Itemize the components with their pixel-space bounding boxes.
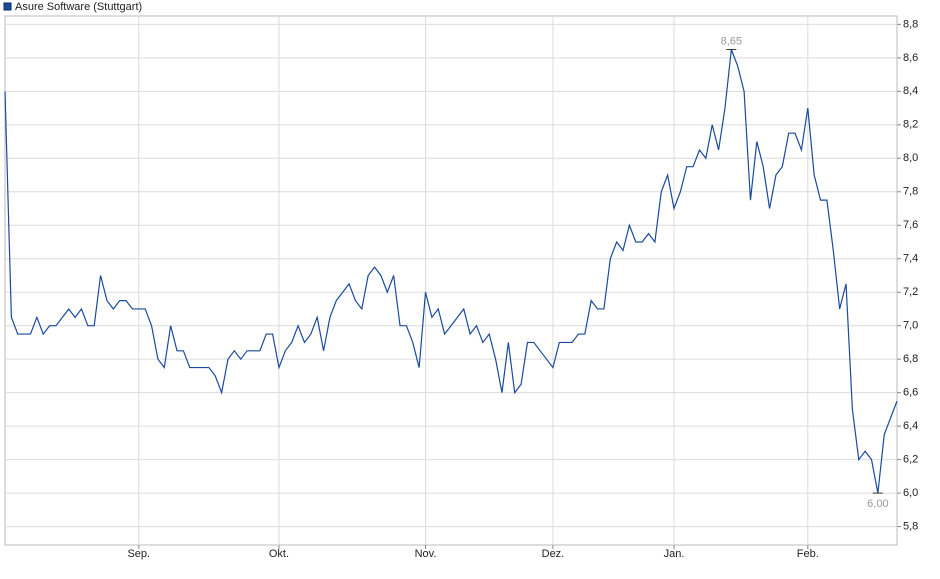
y-tick-label: 7,6 [903, 219, 918, 231]
x-tick-label: Feb. [797, 548, 819, 560]
y-tick-label: 6,0 [903, 487, 918, 499]
y-tick-label: 6,6 [903, 387, 918, 399]
x-tick-label: Jan. [664, 548, 685, 560]
extreme-label: 8,65 [721, 35, 742, 47]
y-tick-label: 8,8 [903, 18, 918, 30]
y-tick-label: 8,6 [903, 52, 918, 64]
legend-label: Asure Software (Stuttgart) [15, 1, 142, 13]
x-tick-label: Dez. [542, 548, 565, 560]
y-tick-label: 7,8 [903, 186, 918, 198]
y-tick-label: 8,4 [903, 85, 918, 97]
x-tick-label: Okt. [269, 548, 289, 560]
x-tick-label: Sep. [127, 548, 150, 560]
extreme-label: 6,00 [867, 498, 888, 510]
y-tick-label: 7,4 [903, 253, 918, 265]
y-tick-label: 8,2 [903, 119, 918, 131]
y-tick-label: 7,0 [903, 320, 918, 332]
legend-swatch [3, 2, 12, 11]
plot-area [4, 15, 898, 546]
y-tick-label: 6,8 [903, 353, 918, 365]
y-tick-label: 6,4 [903, 420, 918, 432]
y-tick-label: 8,0 [903, 152, 918, 164]
x-tick-label: Nov. [415, 548, 437, 560]
y-tick-label: 7,2 [903, 286, 918, 298]
price-line [4, 49, 898, 494]
y-tick-label: 5,8 [903, 520, 918, 532]
y-tick-label: 6,2 [903, 454, 918, 466]
